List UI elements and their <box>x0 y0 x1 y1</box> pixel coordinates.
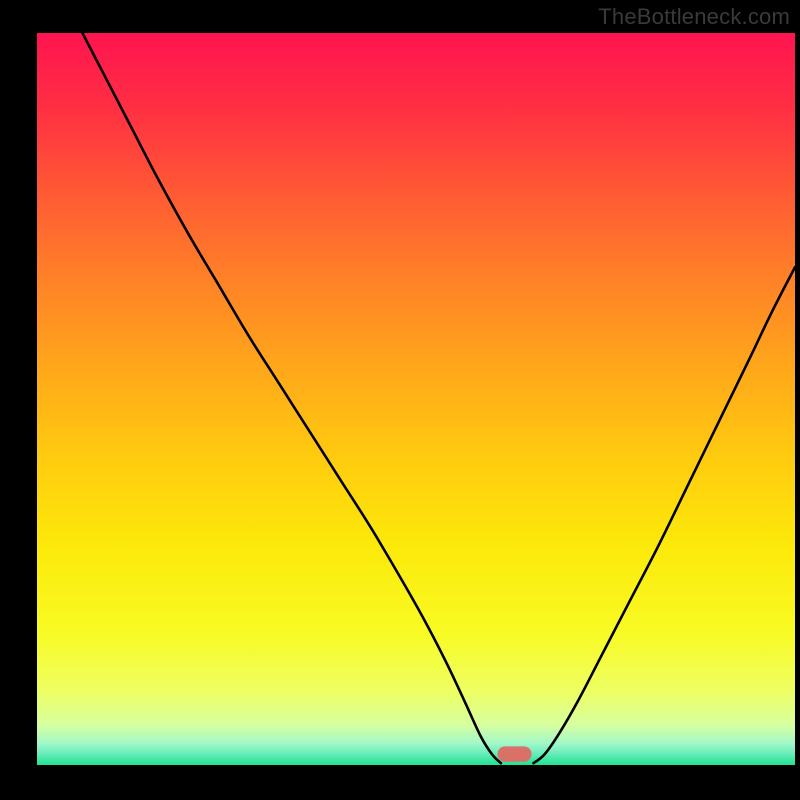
chart-background <box>37 33 795 765</box>
minimum-marker <box>497 746 531 761</box>
chart-plot-area <box>37 33 795 765</box>
watermark-text: TheBottleneck.com <box>598 4 790 30</box>
bottleneck-chart <box>37 33 795 765</box>
